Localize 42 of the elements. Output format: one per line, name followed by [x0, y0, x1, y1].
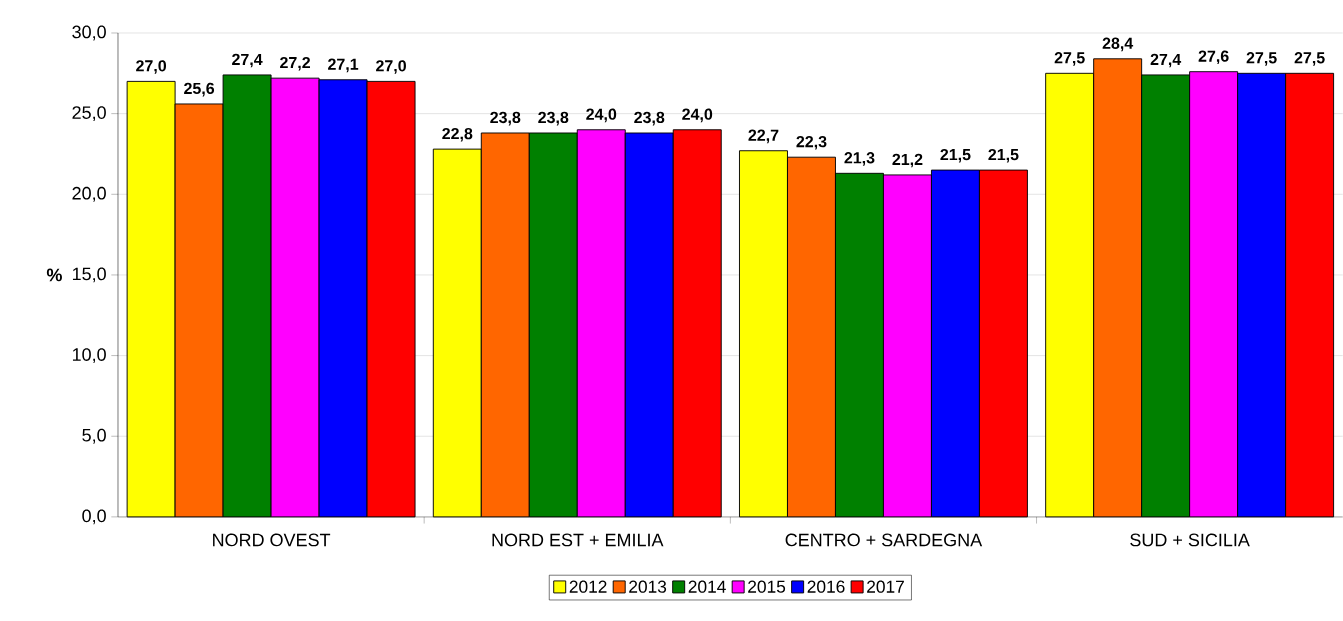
data-label: 23,8 [634, 111, 665, 126]
y-tick-label: 10,0 [72, 348, 106, 364]
data-label: 22,8 [442, 127, 473, 142]
legend-label: 2012 [569, 580, 607, 593]
y-tick-label: 20,0 [72, 186, 106, 202]
legend-label: 2015 [748, 580, 786, 593]
data-label: 27,1 [328, 58, 359, 73]
x-tick-label: NORD EST + EMILIA [492, 533, 664, 547]
data-label: 21,5 [988, 148, 1019, 163]
x-tick-label: NORD OVEST [213, 533, 331, 547]
x-tick-label: SUD + SICILIA [1130, 533, 1250, 547]
legend-label: 2014 [688, 580, 726, 593]
data-label: 23,8 [490, 111, 521, 126]
legend-label: 2013 [629, 580, 667, 593]
data-label: 23,8 [538, 111, 569, 126]
data-label: 25,6 [184, 82, 215, 97]
data-label: 27,5 [1054, 52, 1085, 66]
data-label: 27,5 [1246, 52, 1277, 66]
y-tick-label: 15,0 [72, 267, 106, 283]
data-label: 27,0 [136, 60, 167, 74]
y-axis-title: % [46, 268, 62, 282]
data-label: 28,4 [1102, 37, 1134, 52]
data-label: 24,0 [586, 108, 617, 123]
data-label: 22,3 [796, 136, 827, 150]
data-label: 27,5 [1294, 52, 1325, 66]
y-tick-label: 25,0 [72, 106, 106, 122]
data-label: 27,0 [376, 60, 406, 74]
data-label: 21,3 [844, 152, 875, 166]
data-label: 27,4 [232, 53, 263, 68]
data-label: 22,7 [748, 129, 779, 144]
data-label: 27,2 [280, 57, 310, 71]
y-tick-label: 30,0 [72, 25, 106, 41]
y-tick-label: 0,0 [82, 509, 106, 525]
x-tick-label: CENTRO + SARDEGNA [785, 533, 983, 547]
data-label: 21,5 [940, 148, 971, 163]
data-label: 24,0 [682, 108, 713, 123]
legend-label: 2017 [867, 580, 904, 593]
data-label: 27,4 [1150, 53, 1182, 68]
legend-label: 2016 [807, 580, 845, 593]
y-tick-label: 5,0 [82, 428, 106, 444]
data-label: 21,2 [892, 153, 923, 168]
data-label: 27,6 [1198, 50, 1229, 65]
